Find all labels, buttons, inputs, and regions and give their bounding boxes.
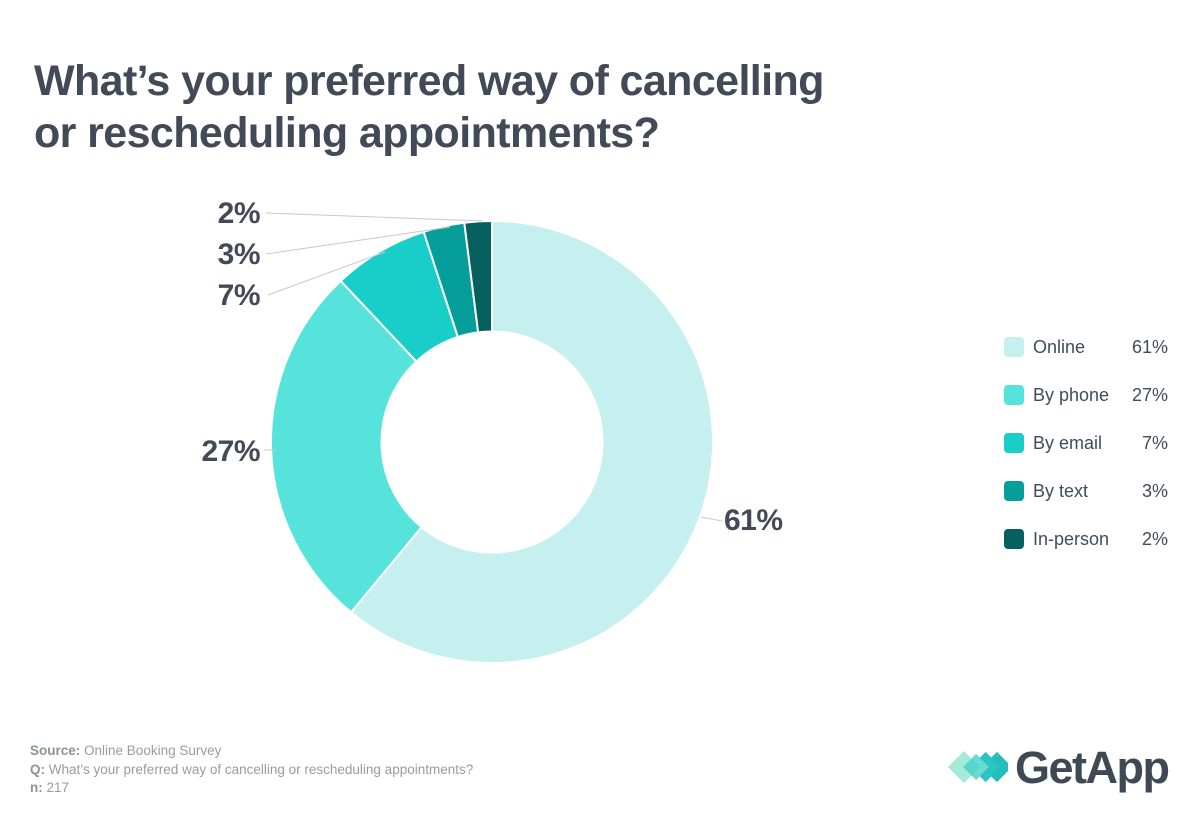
page-title-line-1: What’s your preferred way of cancelling: [34, 56, 824, 105]
legend-label: By email: [1033, 432, 1103, 453]
legend-value: 27%: [1131, 384, 1168, 405]
legend-swatch-online: [1004, 337, 1024, 357]
legend-swatch-in-person: [1004, 529, 1024, 549]
footer-source: Source: Online Booking Survey Q: What’s …: [30, 742, 473, 798]
legend-swatch-by-phone: [1004, 385, 1024, 405]
source-value: Online Booking Survey: [84, 743, 222, 758]
getapp-logo-icon: [948, 751, 1008, 783]
page-title-line-2: or rescheduling appointments?: [34, 109, 660, 158]
leader-line-in-person: [265, 212, 484, 222]
leader-line-by-email: [267, 251, 386, 296]
leader-line-online: [700, 516, 723, 522]
legend-item-by-phone: By phone 27%: [1004, 384, 1168, 406]
slice-label-by-email: 7%: [217, 279, 261, 312]
legend-item-online: Online 61%: [1004, 336, 1168, 358]
legend-item-in-person: In-person 2%: [1004, 528, 1168, 550]
legend-value: 3%: [1141, 480, 1168, 501]
legend-label: By phone: [1033, 384, 1110, 405]
source-label: Source:: [30, 743, 81, 758]
sample-size-value: 217: [46, 780, 70, 796]
chart-legend: Online 61% By phone 27% By email 7% By t…: [1004, 336, 1168, 576]
legend-swatch-by-email: [1004, 433, 1024, 453]
question-line: Q: What’s your preferred way of cancelli…: [30, 761, 473, 780]
legend-item-by-email: By email 7%: [1004, 432, 1168, 454]
source-line: Source: Online Booking Survey: [30, 742, 473, 761]
donut-slice-in-person: [463, 219, 493, 334]
legend-item-by-text: By text 3%: [1004, 480, 1168, 502]
legend-value: 2%: [1141, 528, 1168, 549]
legend-label: By text: [1033, 480, 1089, 501]
donut-slice-online: [350, 220, 714, 664]
question-label: Q:: [30, 761, 45, 777]
legend-swatch-by-text: [1004, 481, 1024, 501]
legend-label: In-person: [1033, 528, 1110, 549]
donut-slice-by-phone: [270, 279, 423, 614]
brand-wordmark: GetApp: [1015, 741, 1170, 793]
leader-line-by-text: [265, 226, 451, 255]
legend-value: 7%: [1141, 432, 1168, 453]
sample-size-label: n:: [30, 780, 43, 796]
page-title: What’s your preferred way of cancelling …: [34, 55, 1054, 160]
slice-label-online: 61%: [724, 504, 783, 537]
slice-label-by-text: 3%: [217, 238, 261, 271]
slice-label-by-phone: 27%: [201, 435, 260, 468]
leader-lines: [264, 212, 723, 522]
question-value: What’s your preferred way of cancelling …: [48, 761, 474, 777]
sample-size-line: n: 217: [30, 779, 473, 798]
legend-label: Online: [1033, 336, 1086, 357]
donut-ring: [270, 219, 714, 664]
slice-label-in-person: 2%: [217, 197, 261, 230]
legend-value: 61%: [1131, 336, 1168, 357]
brand-logo: GetApp: [948, 738, 1170, 796]
